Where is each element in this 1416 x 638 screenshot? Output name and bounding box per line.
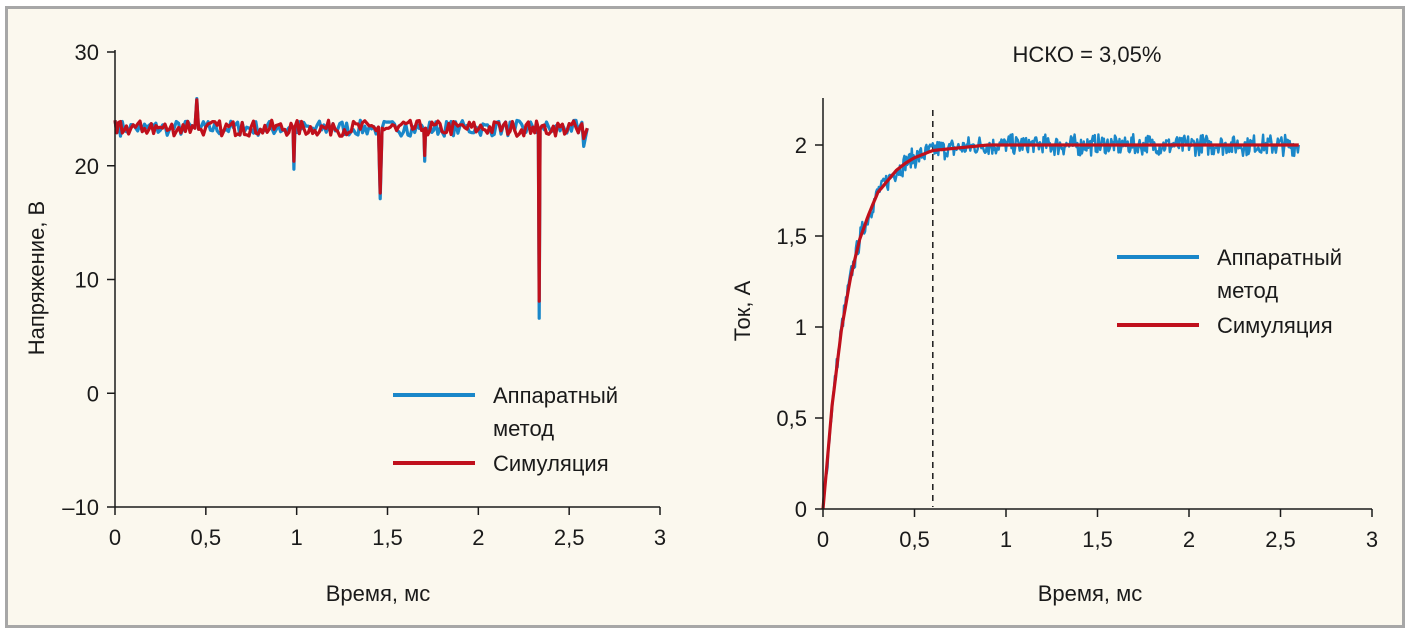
voltage-y-tick-label: 0 [87, 381, 99, 406]
figure-frame [5, 6, 1405, 628]
current-legend-simulation-label: Симуляция [1217, 313, 1333, 338]
current-legend: Аппаратный метод Симуляция [1117, 245, 1342, 338]
current-y-tick-label: 0 [795, 497, 807, 522]
current-x-tick-label: 2 [1183, 527, 1195, 552]
current-series-simulation-line [821, 143, 1299, 510]
voltage-x-tick-label: 2,5 [554, 525, 585, 550]
voltage-y-axis-title: Напряжение, В [24, 201, 49, 355]
current-x-tick-label: 3 [1366, 527, 1378, 552]
current-chart: НСКО = 3,05% 0 0,5 1 1,5 2 2,5 3 0 0,5 1 1,5 2 Ток,… [730, 42, 1378, 606]
current-x-tick-label: 0,5 [899, 527, 930, 552]
voltage-x-tick-label: 2 [472, 525, 484, 550]
current-legend-hardware-label: Аппаратный [1217, 245, 1342, 270]
voltage-x-tick-label: 1,5 [372, 525, 403, 550]
voltage-x-tick-label: 0,5 [191, 525, 222, 550]
voltage-y-tick-label: 30 [75, 40, 99, 65]
current-x-tick-label: 1 [1000, 527, 1012, 552]
current-x-tick-label: 0 [817, 527, 829, 552]
current-chart-title: НСКО = 3,05% [1013, 42, 1162, 67]
voltage-x-tick-label: 0 [109, 525, 121, 550]
voltage-legend-simulation-label: Симуляция [493, 451, 609, 476]
current-x-tick-label: 2,5 [1265, 527, 1296, 552]
current-y-axis-title: Ток, А [730, 280, 755, 341]
current-x-axis-title: Время, мс [1038, 581, 1143, 606]
current-y-tick-label: 1,5 [776, 224, 807, 249]
current-y-tick-label: 2 [795, 133, 807, 158]
voltage-ticks: 0 0,5 1 1,5 2 2,5 3 –10 0 10 20 30 [62, 40, 666, 550]
voltage-series-simulation-line [113, 98, 589, 303]
voltage-chart: 0 0,5 1 1,5 2 2,5 3 –10 0 10 20 30 Напряжение, В Вр… [24, 40, 666, 606]
current-y-tick-label: 1 [795, 315, 807, 340]
current-x-tick-label: 1,5 [1082, 527, 1113, 552]
voltage-y-tick-label: 10 [75, 268, 99, 293]
voltage-series-group [113, 97, 589, 320]
current-ticks: 0 0,5 1 1,5 2 2,5 3 0 0,5 1 1,5 2 [776, 133, 1378, 552]
voltage-y-tick-label: –10 [62, 495, 99, 520]
voltage-x-tick-label: 3 [654, 525, 666, 550]
voltage-x-tick-label: 1 [291, 525, 303, 550]
voltage-legend-hardware-label: Аппаратный [493, 383, 618, 408]
voltage-y-tick-label: 20 [75, 154, 99, 179]
voltage-legend-hardware-label-2: метод [493, 416, 554, 441]
voltage-legend: Аппаратный метод Симуляция [393, 383, 618, 476]
current-y-tick-label: 0,5 [776, 406, 807, 431]
voltage-x-axis-title: Время, мс [326, 581, 431, 606]
current-legend-hardware-label-2: метод [1217, 278, 1278, 303]
current-series-group [821, 133, 1300, 510]
